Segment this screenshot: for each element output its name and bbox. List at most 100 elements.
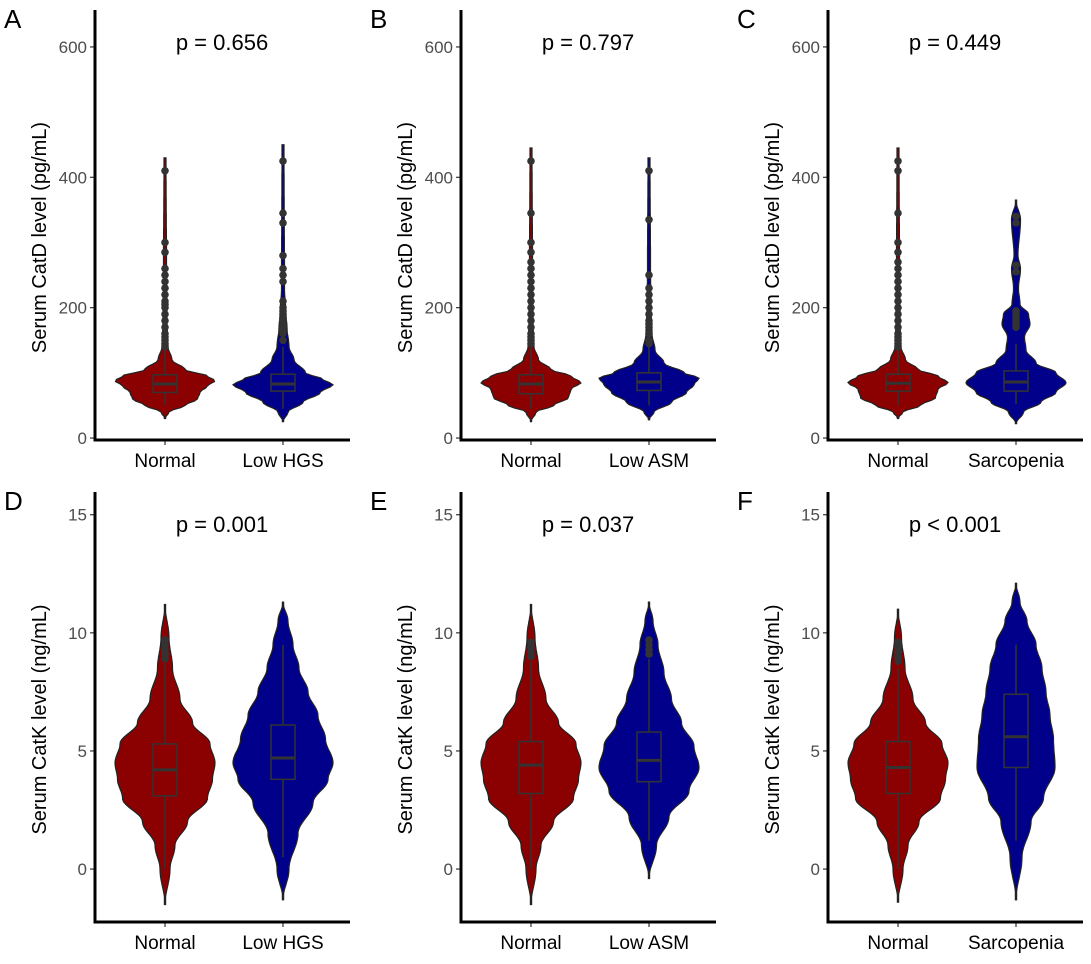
outlier-point <box>161 271 169 279</box>
y-tick-label: 5 <box>444 742 453 761</box>
outlier-point <box>645 303 653 312</box>
outlier-point <box>279 303 287 312</box>
y-tick-label: 0 <box>78 860 87 879</box>
violin-sarcopenia <box>976 582 1056 901</box>
outlier-point <box>645 636 653 644</box>
p-value-label: p = 0.449 <box>909 30 1001 55</box>
outlier-point <box>527 157 535 165</box>
outlier-point <box>645 271 653 279</box>
y-axis-label: Serum CatK level (ng/mL) <box>395 604 417 834</box>
p-value-label: p = 0.797 <box>542 30 634 55</box>
outlier-point <box>894 638 902 647</box>
outlier-point <box>161 284 169 292</box>
panel-letter: C <box>737 4 756 34</box>
outlier-point <box>279 209 287 217</box>
box <box>270 724 296 781</box>
y-axis-label: Serum CatD level (pg/mL) <box>395 122 417 353</box>
x-tick-label: Low HGS <box>242 451 323 472</box>
violin-normal <box>114 603 216 906</box>
outlier-point <box>279 336 287 345</box>
panel-letter: D <box>4 486 23 516</box>
outlier-point <box>645 329 653 338</box>
y-axis-label: Serum CatD level (pg/mL) <box>762 122 784 353</box>
outlier-point <box>645 284 653 292</box>
outlier-point <box>279 271 287 279</box>
outlier-point <box>645 310 653 318</box>
y-tick-label: 0 <box>811 860 820 879</box>
outlier-point <box>527 277 535 286</box>
box <box>518 740 544 795</box>
x-tick-label: Normal <box>500 451 561 472</box>
outlier-point <box>894 258 902 266</box>
y-tick-label: 0 <box>78 429 87 448</box>
outlier-point <box>527 290 535 299</box>
outlier-point <box>161 248 169 257</box>
panel-letter: E <box>370 486 387 516</box>
y-tick-label: 400 <box>425 168 453 187</box>
p-value-label: p = 0.001 <box>176 512 268 537</box>
outlier-point <box>894 297 902 305</box>
x-tick-label: Normal <box>134 933 195 954</box>
y-tick-label: 15 <box>68 506 87 525</box>
y-tick-label: 0 <box>444 860 453 879</box>
outlier-point <box>527 323 535 332</box>
y-axis-label: Serum CatK level (ng/mL) <box>29 604 51 834</box>
outlier-point <box>894 310 902 318</box>
violin-normal <box>847 608 949 903</box>
outlier-point <box>894 166 902 175</box>
outlier-point <box>161 297 169 305</box>
outlier-point <box>161 264 169 273</box>
panel-letter: F <box>737 486 753 516</box>
y-axis-label: Serum CatK level (ng/mL) <box>762 604 784 834</box>
outlier-point <box>279 277 287 286</box>
y-tick-label: 0 <box>811 429 820 448</box>
outlier-point <box>894 264 902 273</box>
outlier-point <box>527 284 535 292</box>
x-tick-label: Normal <box>867 451 928 472</box>
outlier-point <box>161 329 169 338</box>
p-value-label: p = 0.656 <box>176 30 268 55</box>
outlier-point <box>279 297 287 305</box>
outlier-point <box>894 290 902 299</box>
outlier-point <box>161 166 169 175</box>
y-tick-label: 10 <box>68 624 87 643</box>
box <box>1003 693 1029 769</box>
y-axis-label: Serum CatD level (pg/mL) <box>29 122 51 353</box>
outlier-point <box>645 297 653 305</box>
outlier-point <box>161 238 169 247</box>
y-tick-label: 200 <box>425 299 453 318</box>
y-tick-label: 0 <box>444 429 453 448</box>
panel-letter: B <box>370 4 387 34</box>
y-tick-label: 15 <box>434 506 453 525</box>
p-value-label: p < 0.001 <box>909 512 1001 537</box>
y-tick-label: 600 <box>792 38 820 57</box>
x-tick-label: Low ASM <box>609 451 689 472</box>
y-tick-label: 5 <box>811 742 820 761</box>
panel-f: Fp < 0.001 Serum CatK level (ng/mL) 0 5 10 15… <box>737 486 1083 954</box>
outlier-point <box>894 329 902 338</box>
outlier-point <box>279 251 287 260</box>
panel-letter: A <box>4 4 22 34</box>
x-tick-label: Normal <box>867 933 928 954</box>
outlier-point <box>894 323 902 332</box>
p-value-label: p = 0.037 <box>542 512 634 537</box>
y-tick-label: 400 <box>59 168 87 187</box>
panel-d: Dp = 0.001 Serum CatK level (ng/mL) 0 5 10 15… <box>4 486 350 954</box>
outlier-point <box>894 303 902 312</box>
outlier-point <box>894 248 902 257</box>
panel-a: Ap = 0.656 Serum CatD level (pg/mL) 0 200 40… <box>4 4 350 472</box>
outlier-point <box>645 336 653 345</box>
panel-e: Ep = 0.037 Serum CatK level (ng/mL) 0 5 10 15… <box>370 486 716 954</box>
outlier-point <box>527 638 535 647</box>
y-tick-label: 200 <box>59 299 87 318</box>
x-tick-label: Normal <box>500 933 561 954</box>
x-tick-label: Low HGS <box>242 933 323 954</box>
x-tick-label: Sarcopenia <box>968 933 1065 954</box>
outlier-point <box>527 316 535 325</box>
outlier-point <box>645 290 653 299</box>
outlier-point <box>527 310 535 318</box>
violin-low-hgs <box>232 601 334 901</box>
outlier-point <box>894 157 902 165</box>
outlier-point <box>527 238 535 247</box>
outlier-point <box>161 310 169 318</box>
